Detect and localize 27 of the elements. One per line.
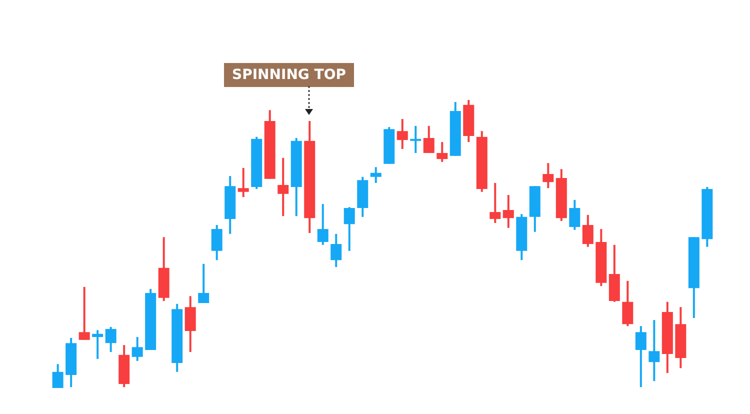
- candlestick: [436, 141, 448, 163]
- candlestick: [344, 206, 355, 252]
- candlestick: [278, 156, 289, 218]
- candlestick: [635, 325, 646, 388]
- candlestick: [211, 224, 222, 262]
- candlestick: [184, 295, 196, 353]
- candlestick: [78, 286, 90, 341]
- candlestick: [198, 262, 210, 304]
- candlestick: [622, 280, 634, 328]
- candlestick: [410, 124, 422, 154]
- candlestick: [52, 363, 64, 389]
- candlestick: [582, 214, 594, 248]
- text: SPINNING TOP: [224, 63, 354, 87]
- candlestick: [370, 166, 382, 184]
- candlestick: [330, 232, 342, 268]
- candlestick: [542, 162, 554, 190]
- candlestick: [317, 202, 328, 246]
- candlestick: [396, 118, 408, 150]
- candlestick: [569, 198, 580, 231]
- candlestick: [490, 182, 501, 224]
- candlestick: [502, 194, 514, 229]
- candlestick: [92, 329, 104, 360]
- candlestick: [238, 166, 249, 198]
- candlestick: [648, 319, 660, 382]
- candlestick: [423, 124, 434, 154]
- candlestick: [105, 326, 116, 353]
- candlestick: [132, 336, 143, 362]
